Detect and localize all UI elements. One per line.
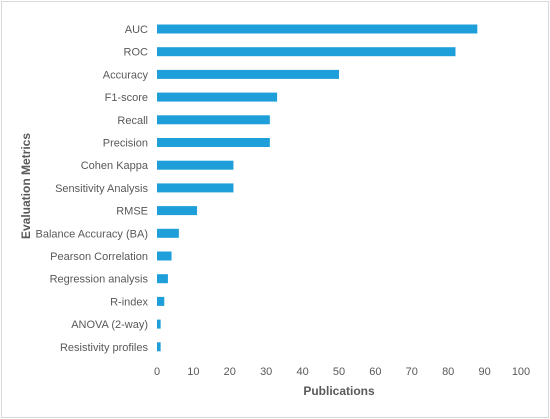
bar-precision xyxy=(157,138,270,147)
category-labels: AUC ROC Accuracy F1-score Recall Precision Coh… xyxy=(36,24,149,354)
bar-roc xyxy=(157,47,456,57)
bars-group xyxy=(157,24,478,352)
x-tick-label: 20 xyxy=(224,366,236,378)
category-label: Cohen Kappa xyxy=(81,160,149,172)
x-tick-label: 0 xyxy=(154,366,160,378)
x-tick-label: 10 xyxy=(187,366,199,378)
x-tick-label: 30 xyxy=(260,366,272,378)
x-axis-title: Publications xyxy=(303,384,375,398)
category-label: Pearson Correlation xyxy=(50,251,148,263)
bar-anova-2-way xyxy=(157,319,161,329)
x-tick-label: 40 xyxy=(296,366,308,378)
bar-sensitivity-analysis xyxy=(157,183,234,193)
bar-regression-analysis xyxy=(157,274,168,284)
bar-accuracy xyxy=(157,69,339,79)
category-label: AUC xyxy=(125,24,148,36)
x-tick-label: 80 xyxy=(442,366,454,378)
bar-cohen-kappa xyxy=(157,160,234,170)
category-label: Precision xyxy=(103,138,148,150)
bar-recall xyxy=(157,115,270,125)
bar-f1-score xyxy=(157,92,278,102)
category-label: RMSE xyxy=(116,206,148,218)
x-tick-label: 60 xyxy=(369,366,381,378)
category-label: Resistivity profiles xyxy=(60,342,149,354)
category-label: F1-score xyxy=(105,92,148,104)
x-tick-labels: 0 10 20 30 40 50 60 70 80 90 100 xyxy=(154,366,530,378)
bar-r-index xyxy=(157,296,165,306)
category-label: ANOVA (2-way) xyxy=(71,319,148,331)
x-tick-label: 70 xyxy=(406,366,418,378)
bar-auc xyxy=(157,24,478,34)
y-axis-title: Evaluation Metrics xyxy=(19,133,33,239)
category-label: Sensitivity Analysis xyxy=(55,183,148,195)
x-tick-label: 50 xyxy=(333,366,345,378)
bar-resistivity-profiles xyxy=(157,342,161,352)
category-label: R-index xyxy=(110,296,148,308)
category-label: Regression analysis xyxy=(50,274,149,286)
category-label: Recall xyxy=(117,115,148,127)
bar-pearson-correlation xyxy=(157,251,172,261)
x-tick-label: 100 xyxy=(512,366,530,378)
x-tick-label: 90 xyxy=(478,366,490,378)
category-label: ROC xyxy=(124,47,149,59)
bar-balance-accuracy-ba xyxy=(157,228,179,238)
category-label: Balance Accuracy (BA) xyxy=(36,228,149,240)
bar-rmse xyxy=(157,206,198,216)
category-label: Accuracy xyxy=(103,69,149,81)
